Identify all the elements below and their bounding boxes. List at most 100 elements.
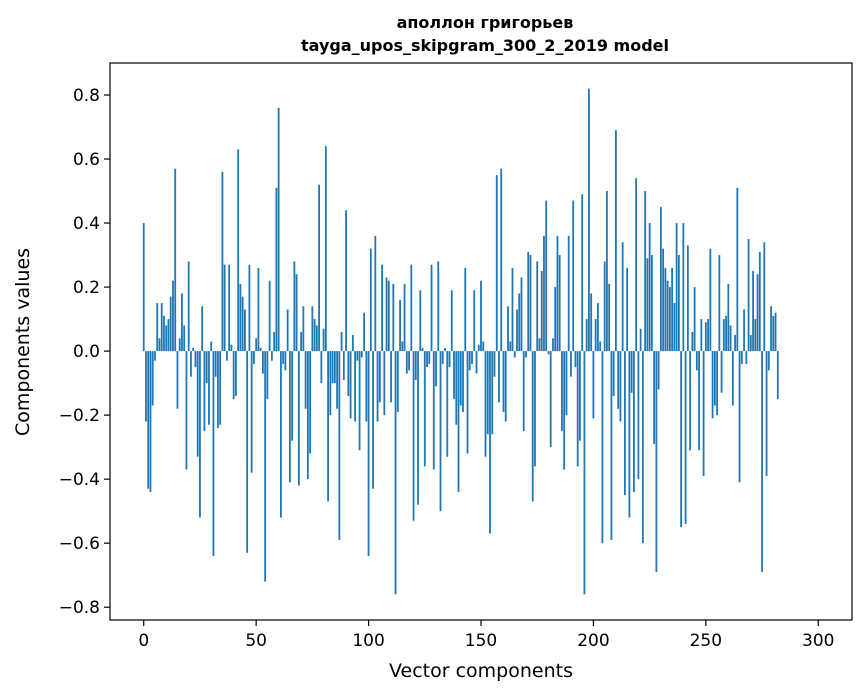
bar-component-112: [394, 351, 397, 595]
bar-component-142: [462, 351, 464, 412]
bar-component-88: [340, 331, 343, 352]
bar-component-197: [585, 319, 588, 352]
bar-component-278: [767, 351, 770, 371]
bar-component-24: [196, 351, 199, 457]
bar-component-150: [480, 280, 482, 352]
bar-component-232: [664, 267, 667, 352]
x-tick-label: 50: [245, 631, 267, 651]
bar-component-235: [671, 267, 674, 352]
bar-component-165: [513, 351, 516, 358]
bar-component-212: [619, 351, 622, 422]
bar-component-193: [576, 351, 579, 467]
bar-component-11: [167, 319, 170, 352]
bar-component-15: [176, 351, 179, 409]
bar-component-204: [601, 351, 604, 544]
bar-component-271: [752, 271, 754, 352]
bar-component-84: [331, 351, 334, 384]
x-tick-label: 0: [138, 631, 149, 651]
bar-component-14: [174, 168, 177, 352]
bar-component-156: [493, 351, 496, 377]
bar-component-215: [626, 267, 629, 352]
bar-component-85: [333, 351, 336, 384]
bar-component-255: [716, 351, 718, 416]
bar-component-190: [570, 351, 572, 377]
bar-component-241: [684, 351, 687, 524]
bar-component-161: [504, 351, 507, 422]
bar-component-244: [691, 331, 694, 352]
bar-component-147: [473, 290, 476, 352]
bar-component-184: [556, 235, 559, 352]
bar-component-175: [536, 261, 539, 352]
bar-component-185: [558, 255, 561, 352]
bar-component-27: [203, 351, 206, 432]
bar-component-41: [235, 351, 237, 396]
bar-component-116: [403, 283, 406, 352]
bar-component-177: [540, 271, 543, 352]
bar-component-236: [673, 303, 676, 352]
bar-component-239: [680, 351, 683, 528]
bar-component-269: [747, 239, 750, 352]
bar-component-238: [677, 255, 680, 352]
bar-component-246: [695, 351, 698, 371]
bar-component-130: [435, 351, 437, 387]
bar-component-126: [426, 351, 428, 368]
bar-component-100: [367, 351, 370, 556]
bar-component-144: [466, 351, 469, 454]
y-axis-ticks: −0.8 −0.6 −0.4 −0.2 0.0 0.2 0.4 0.6 0.8: [59, 86, 110, 618]
bar-component-155: [491, 351, 494, 435]
bar-component-107: [383, 351, 386, 416]
bar-component-44: [241, 296, 244, 352]
bar-component-162: [507, 306, 509, 352]
bar-component-66: [291, 351, 294, 441]
bar-component-275: [761, 351, 763, 572]
bar-component-242: [686, 245, 689, 352]
bar-component-188: [565, 351, 568, 416]
bar-component-96: [358, 351, 361, 451]
bar-component-183: [554, 287, 557, 352]
bar-component-143: [464, 267, 467, 352]
bar-component-55: [266, 351, 269, 400]
x-tick-label: 150: [465, 631, 497, 651]
bar-component-200: [592, 351, 595, 419]
bar-component-198: [588, 88, 590, 352]
bar-component-97: [360, 351, 363, 358]
bar-component-5: [154, 351, 156, 361]
bar-component-160: [502, 351, 505, 412]
bar-component-60: [277, 107, 280, 352]
bar-component-245: [693, 287, 696, 352]
bar-component-134: [444, 347, 446, 352]
bar-component-71: [302, 306, 305, 352]
bar-component-258: [722, 319, 725, 352]
bar-component-65: [288, 351, 291, 483]
bar-component-189: [567, 235, 570, 352]
bar-component-76: [313, 319, 316, 352]
bar-component-73: [306, 351, 309, 480]
bar-component-281: [774, 312, 777, 352]
bar-component-172: [529, 255, 532, 352]
bar-component-249: [702, 351, 705, 476]
bar-component-202: [597, 303, 599, 352]
y-axis-label: Components values: [12, 248, 34, 436]
bar-component-220: [637, 351, 640, 480]
bar-component-141: [459, 351, 462, 406]
bar-component-16: [178, 338, 181, 352]
bar-component-231: [662, 248, 665, 352]
bar-component-4: [151, 351, 154, 406]
bar-component-195: [581, 194, 584, 352]
bar-component-110: [390, 351, 392, 403]
bar-component-227: [653, 351, 656, 444]
bar-component-49: [253, 351, 255, 364]
bar-component-182: [552, 338, 554, 352]
bar-component-124: [421, 347, 424, 352]
bar-component-70: [300, 331, 303, 352]
bar-component-77: [315, 325, 318, 352]
bar-component-149: [477, 344, 480, 352]
bar-component-264: [736, 187, 739, 352]
bar-component-54: [264, 351, 267, 582]
bar-component-229: [657, 351, 660, 390]
chart-title-line-2: tayga_upos_skipgram_300_2_2019 model: [301, 36, 669, 55]
bar-component-256: [718, 255, 721, 352]
y-tick-label: −0.6: [59, 534, 100, 554]
bar-component-209: [612, 351, 615, 396]
bar-component-138: [453, 351, 455, 400]
